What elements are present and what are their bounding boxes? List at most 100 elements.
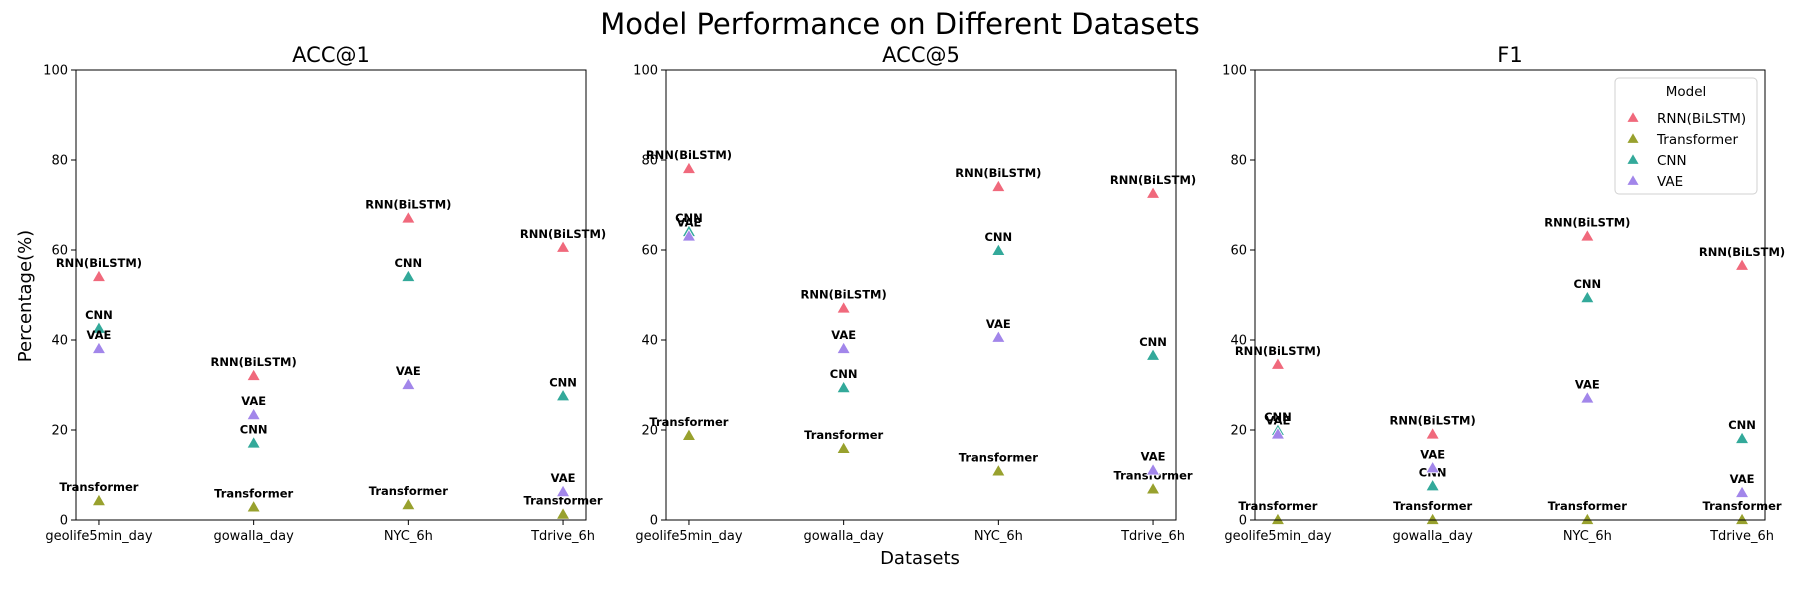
- point-cnn: [991, 243, 1006, 256]
- point-label-cnn: CNN: [830, 367, 858, 381]
- point-rnn-bilstm: [991, 179, 1006, 192]
- point-rnn-bilstm: [681, 161, 697, 174]
- point-rnn-bilstm: [1270, 356, 1286, 370]
- legend-title: Model: [1666, 84, 1707, 100]
- point-vae: [1270, 426, 1286, 440]
- point-label-transformer: Transformer: [214, 486, 293, 500]
- point-rnn-bilstm: [555, 239, 571, 253]
- x-tick-label: geolife5min_day: [45, 529, 153, 544]
- point-label-vae: VAE: [677, 216, 702, 230]
- point-rnn-bilstm: [91, 269, 107, 282]
- point-label-transformer: Transformer: [1548, 499, 1627, 513]
- point-label-transformer: Transformer: [649, 415, 728, 429]
- point-label-cnn: CNN: [1264, 410, 1292, 424]
- legend-label-rnn-bilstm: RNN(BiLSTM): [1657, 111, 1746, 127]
- point-label-cnn: CNN: [1139, 335, 1167, 349]
- point-cnn: [555, 388, 571, 402]
- y-tick-label: 40: [51, 334, 68, 349]
- point-label-vae: VAE: [396, 364, 421, 378]
- x-tick-label: NYC_6h: [384, 529, 433, 544]
- point-vae: [991, 329, 1006, 343]
- point-cnn: [1580, 290, 1595, 304]
- y-tick-label: 0: [60, 514, 68, 529]
- point-vae: [246, 407, 261, 421]
- point-label-rnn-bilstm: RNN(BiLSTM): [56, 256, 142, 270]
- legend-label-vae: VAE: [1657, 174, 1683, 190]
- legend-marker-cnn: [1626, 152, 1640, 165]
- x-tick-label: gowalla_day: [803, 529, 884, 544]
- x-tick-label: Tdrive_6h: [530, 529, 595, 544]
- point-label-rnn-bilstm: RNN(BiLSTM): [520, 227, 606, 241]
- point-label-cnn: CNN: [394, 256, 422, 270]
- point-label-rnn-bilstm: RNN(BiLSTM): [1390, 414, 1476, 428]
- point-label-vae: VAE: [87, 328, 112, 342]
- point-transformer: [401, 497, 416, 511]
- point-label-rnn-bilstm: RNN(BiLSTM): [801, 288, 887, 302]
- panel-title: ACC@5: [882, 43, 960, 67]
- point-label-transformer: Transformer: [1393, 499, 1472, 513]
- legend-label-transformer: Transformer: [1656, 132, 1738, 148]
- x-tick-label: geolife5min_day: [635, 529, 743, 544]
- y-tick-label: 20: [1230, 424, 1247, 439]
- point-label-rnn-bilstm: RNN(BiLSTM): [211, 355, 297, 369]
- point-label-rnn-bilstm: RNN(BiLSTM): [1544, 216, 1630, 230]
- point-label-rnn-bilstm: RNN(BiLSTM): [365, 198, 451, 212]
- point-vae: [836, 341, 851, 354]
- point-label-transformer: Transformer: [959, 450, 1038, 464]
- x-axis-label: Datasets: [880, 548, 960, 569]
- x-tick-label: NYC_6h: [1563, 529, 1612, 544]
- point-label-vae: VAE: [241, 394, 266, 408]
- point-cnn: [246, 435, 261, 449]
- point-rnn-bilstm: [246, 368, 261, 381]
- x-tick-label: gowalla_day: [1392, 529, 1473, 544]
- y-tick-label: 80: [641, 154, 658, 169]
- point-rnn-bilstm: [1145, 185, 1161, 199]
- point-transformer: [246, 499, 261, 513]
- x-tick-label: gowalla_day: [213, 529, 294, 544]
- point-transformer: [991, 463, 1006, 477]
- point-label-cnn: CNN: [85, 308, 113, 322]
- point-label-rnn-bilstm: RNN(BiLSTM): [1235, 344, 1321, 358]
- point-rnn-bilstm: [836, 300, 851, 314]
- point-rnn-bilstm: [1425, 426, 1440, 440]
- point-transformer: [1580, 512, 1595, 525]
- point-rnn-bilstm: [401, 210, 416, 224]
- point-label-vae: VAE: [1575, 378, 1600, 392]
- point-vae: [1425, 460, 1440, 474]
- legend-box: [1614, 77, 1758, 195]
- y-tick-label: 20: [641, 424, 658, 439]
- y-tick-label: 80: [1230, 154, 1247, 169]
- point-vae: [1145, 462, 1161, 476]
- point-label-vae: VAE: [1266, 414, 1291, 428]
- point-vae: [1580, 390, 1595, 404]
- point-cnn: [1734, 431, 1750, 444]
- y-axis-label: Percentage(%): [15, 230, 36, 362]
- plot-frame: [75, 69, 587, 521]
- point-transformer: [1734, 512, 1750, 525]
- y-tick-label: 40: [641, 334, 658, 349]
- point-label-transformer: Transformer: [1238, 499, 1317, 513]
- point-cnn: [401, 269, 416, 282]
- y-tick-label: 0: [1239, 514, 1247, 529]
- y-tick-label: 40: [1230, 334, 1247, 349]
- point-transformer: [1270, 512, 1286, 525]
- y-tick-label: 80: [51, 154, 68, 169]
- plot-frame: [665, 69, 1177, 521]
- legend-marker-transformer: [1626, 131, 1640, 144]
- point-vae: [555, 484, 571, 498]
- plot-frame: [1254, 69, 1766, 521]
- point-label-rnn-bilstm: RNN(BiLSTM): [1110, 173, 1196, 187]
- panels: ACC@1 0 20 40 60 80 100 geolife5min_day gowalla_…: [43, 43, 1785, 544]
- point-transformer: [1425, 512, 1440, 525]
- panel-title: F1: [1497, 43, 1522, 67]
- point-label-cnn: CNN: [984, 230, 1012, 244]
- point-label-cnn: CNN: [1573, 277, 1601, 291]
- figure-title: Model Performance on Different Datasets: [600, 7, 1200, 41]
- point-label-rnn-bilstm: RNN(BiLSTM): [646, 148, 732, 162]
- point-transformer: [1145, 481, 1161, 495]
- panel-f1: F1 0 20 40 60 80 100 geolife5min_day gowalla_day…: [1222, 43, 1785, 544]
- point-cnn: [1145, 347, 1161, 361]
- legend-marker-vae: [1626, 173, 1640, 186]
- point-vae: [91, 341, 107, 354]
